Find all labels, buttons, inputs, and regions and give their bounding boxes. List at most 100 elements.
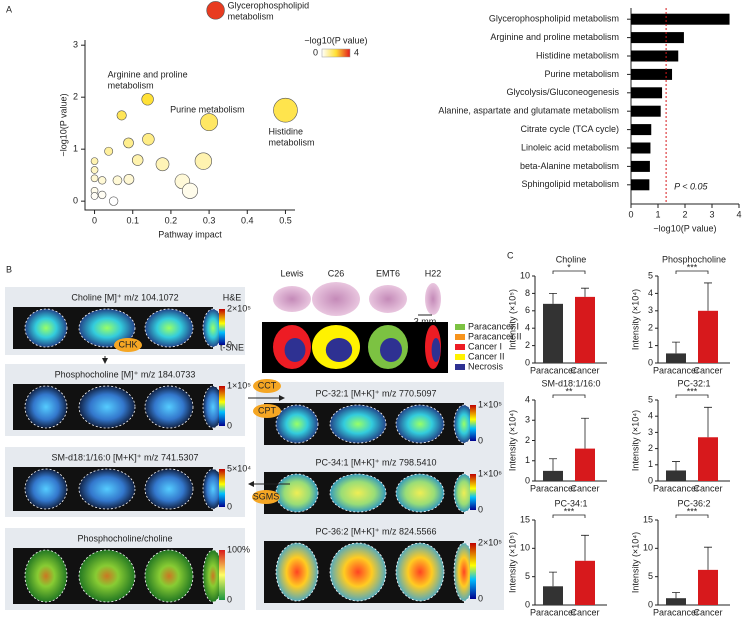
y-tick-label: 0 <box>525 599 530 609</box>
y-tick-label: 5 <box>525 571 530 581</box>
point-label: Purine metabolism <box>170 105 245 115</box>
colorbar-max: 2×10⁵ <box>478 537 502 547</box>
tissue-image <box>78 308 136 348</box>
y-tick-label: 3 <box>648 305 653 315</box>
panel-label: C <box>507 250 514 260</box>
x-tick-label: Cancer <box>570 483 599 493</box>
y-tick-label: Linoleic acid metabolism <box>521 142 619 152</box>
image-title: PC-36:2 [M+K]⁺ m/z 824.5566 <box>315 526 436 536</box>
tissue-image <box>329 404 387 444</box>
bubble <box>141 93 154 106</box>
significance-label: * <box>567 262 571 272</box>
significance-label: *** <box>564 506 575 516</box>
bar <box>666 598 686 605</box>
tissue-image <box>329 473 387 513</box>
bar <box>698 569 718 605</box>
y-tick-label: 1 <box>525 455 530 465</box>
y-axis-label: Intensity (×10⁵) <box>507 289 517 350</box>
legend-label: Paracancer I <box>468 321 519 331</box>
chart-title: Choline <box>556 254 587 264</box>
error-bar <box>704 406 712 438</box>
chart-title: PC-32:1 <box>677 378 710 388</box>
colorbar-min: 0 <box>478 435 483 445</box>
significance-label: *** <box>687 506 698 516</box>
he-image <box>312 282 360 316</box>
bubble <box>194 152 213 170</box>
y-tick-label: 15 <box>520 514 530 524</box>
bar <box>575 560 595 605</box>
y-tick-label: 6 <box>525 305 530 315</box>
bar <box>631 105 661 117</box>
legend-swatch <box>455 364 465 370</box>
colorbar-tick-label: 0 <box>313 47 318 57</box>
colorbar-min: 0 <box>227 501 232 511</box>
bubble <box>90 174 99 183</box>
tissue-image <box>275 404 319 444</box>
tissue-image <box>24 468 68 510</box>
x-tick-label: Cancer <box>570 607 599 617</box>
significance-bracket <box>552 514 586 518</box>
y-tick-label: 4 <box>648 411 653 421</box>
panel-label: A <box>6 4 12 14</box>
error-bar <box>581 534 589 561</box>
x-tick-label: 4 <box>736 209 741 219</box>
y-tick-label: 2 <box>525 435 530 445</box>
bar <box>631 179 650 191</box>
image-title: SM-d18:1/16:0 [M+K]⁺ m/z 741.5307 <box>51 452 198 462</box>
x-tick-label: 0.5 <box>279 215 292 225</box>
y-tick-label: 0 <box>648 599 653 609</box>
x-tick-label: 0.2 <box>165 215 178 225</box>
y-tick-label: Sphingolipid metabolism <box>521 179 619 189</box>
enzyme-label: CCT <box>258 380 277 390</box>
enzyme-oval <box>252 490 280 504</box>
tissue-image <box>144 308 194 348</box>
axis-line <box>657 400 730 482</box>
x-axis-label: −log10(P value) <box>653 223 716 233</box>
significance-label: *** <box>687 262 698 272</box>
x-tick-label: 0.1 <box>126 215 139 225</box>
image-title: PC-32:1 [M+K]⁺ m/z 770.5097 <box>315 388 436 398</box>
enzyme-label: CHK <box>118 339 137 349</box>
tissue-image <box>24 308 68 348</box>
he-image <box>273 286 311 312</box>
he-image <box>425 283 441 315</box>
bubble <box>108 196 119 206</box>
y-tick-label: 5 <box>648 571 653 581</box>
y-tick-label: Glycerophospholipid metabolism <box>489 14 619 24</box>
axis-line <box>657 520 730 606</box>
panel-label: B <box>6 264 12 274</box>
x-tick-label: 0.3 <box>203 215 216 225</box>
bubble <box>123 173 135 185</box>
significance-bracket <box>552 394 586 398</box>
bubble <box>155 157 170 172</box>
y-tick-label: Purine metabolism <box>544 69 619 79</box>
x-tick-label: Paracancer <box>530 483 576 493</box>
enzyme-oval <box>114 338 142 352</box>
bubble <box>200 113 218 132</box>
y-tick-label: Glycolysis/Gluconeogenesis <box>506 87 619 97</box>
bubble <box>104 146 114 156</box>
error-bar <box>704 546 712 570</box>
y-tick-label: 8 <box>525 288 530 298</box>
image-title: Choline [M]⁺ m/z 104.1072 <box>71 292 178 302</box>
y-tick-label: 10 <box>520 543 530 553</box>
axis-line <box>657 276 730 364</box>
image-colorbar <box>470 474 476 510</box>
bubble <box>131 154 144 166</box>
tissue-image <box>144 468 194 510</box>
tissue-image <box>395 404 445 444</box>
image-title: Phosphocholine [M]⁺ m/z 184.0733 <box>55 369 196 379</box>
column-label: C26 <box>328 268 345 278</box>
tissue-image <box>329 542 387 602</box>
tissue-image <box>24 549 68 603</box>
bubble <box>123 137 134 149</box>
y-tick-label: 4 <box>648 288 653 298</box>
x-tick-label: Paracancer <box>653 365 699 375</box>
x-tick-label: 2 <box>682 209 687 219</box>
significance-label: *** <box>687 386 698 396</box>
bubble <box>181 182 199 199</box>
tissue-image <box>78 549 136 603</box>
y-tick-label: 1 <box>73 144 78 154</box>
y-tick-label: 1 <box>648 340 653 350</box>
colorbar-min: 0 <box>478 504 483 514</box>
